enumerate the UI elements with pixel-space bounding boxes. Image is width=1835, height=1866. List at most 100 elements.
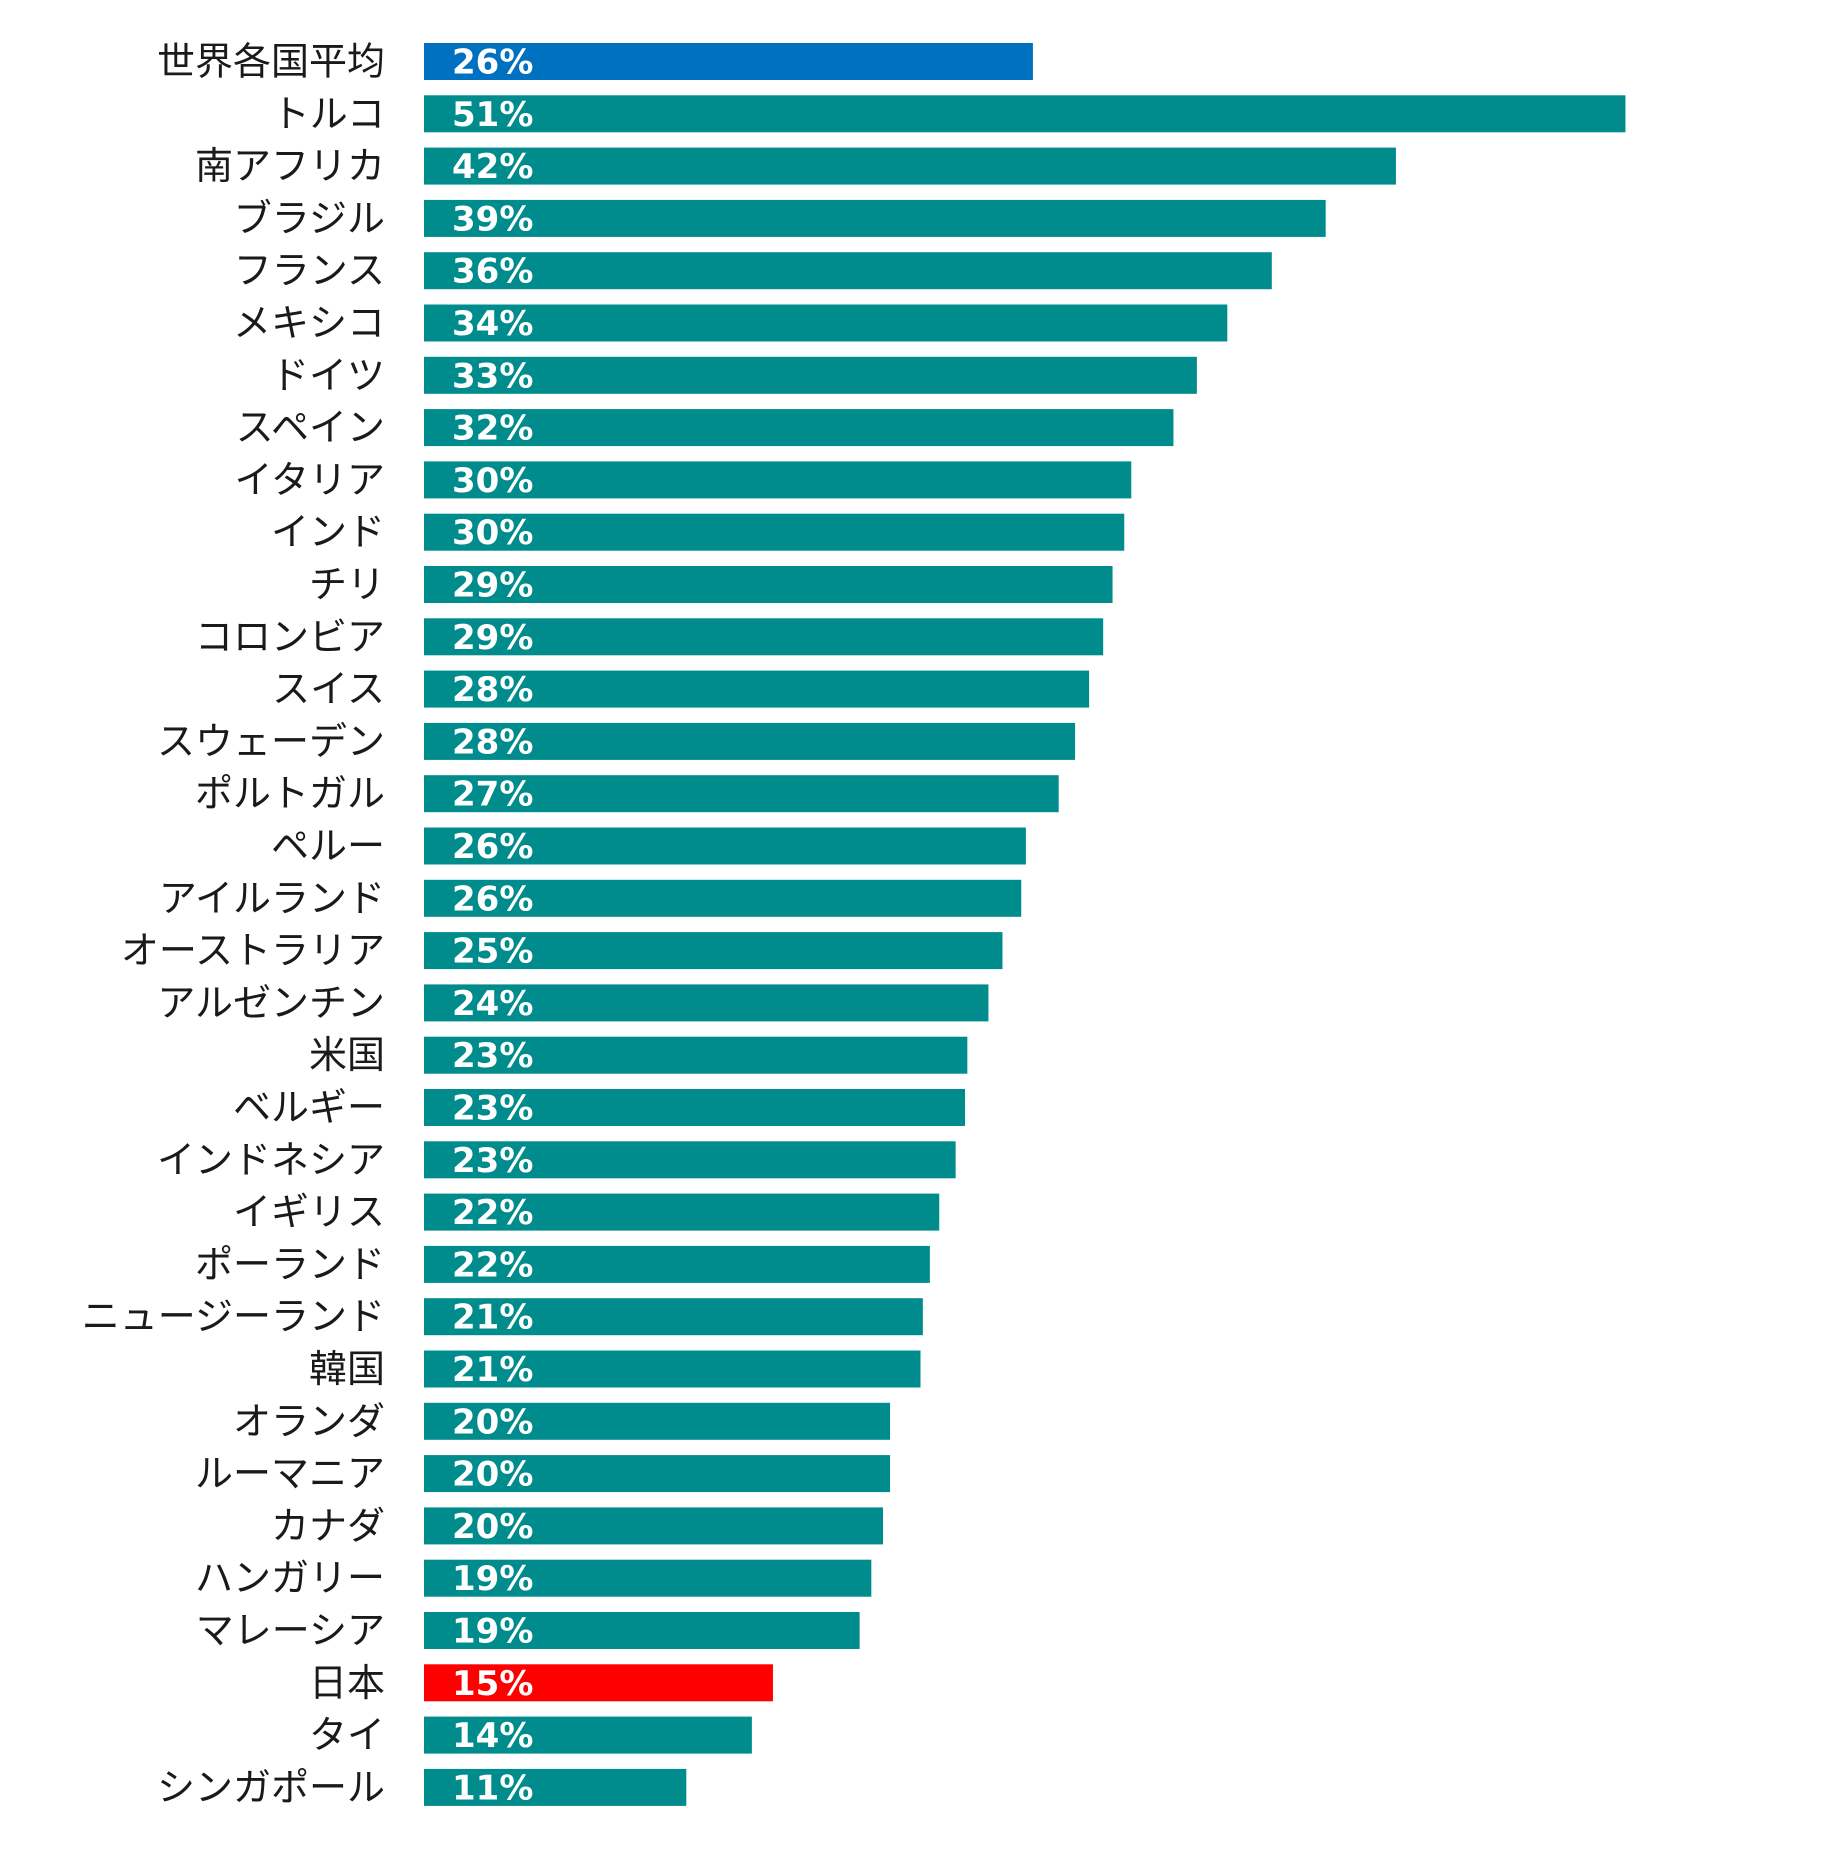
- category-label-20: ベルギー: [233, 1086, 385, 1130]
- value-label-21: 23%: [452, 1141, 533, 1181]
- bar-29: [424, 1559, 872, 1597]
- category-label-0: 世界各国平均: [157, 40, 385, 84]
- category-label-12: スイス: [272, 667, 385, 711]
- value-label-33: 11%: [452, 1768, 533, 1808]
- bar-9: [424, 513, 1125, 551]
- bar-7: [424, 409, 1174, 447]
- value-label-8: 30%: [452, 461, 533, 501]
- bar-1: [424, 95, 1626, 133]
- value-label-26: 20%: [452, 1402, 533, 1442]
- category-label-5: メキシコ: [233, 301, 385, 345]
- bar-0: [424, 43, 1033, 80]
- category-label-16: アイルランド: [159, 876, 385, 920]
- category-label-32: タイ: [309, 1713, 385, 1757]
- value-label-12: 28%: [452, 670, 533, 710]
- category-label-14: ポルトガル: [195, 772, 385, 816]
- category-label-31: 日本: [309, 1661, 385, 1705]
- category-label-6: ドイツ: [271, 353, 385, 397]
- bar-19: [424, 1036, 968, 1074]
- value-label-14: 27%: [452, 775, 533, 815]
- value-label-7: 32%: [452, 409, 533, 449]
- value-label-32: 14%: [452, 1716, 533, 1756]
- category-label-29: ハンガリー: [195, 1556, 385, 1600]
- bar-27: [424, 1455, 891, 1493]
- value-label-1: 51%: [452, 95, 533, 135]
- bar-26: [424, 1402, 891, 1440]
- value-label-31: 15%: [452, 1664, 533, 1704]
- category-label-15: ペルー: [271, 824, 385, 868]
- bar-23: [424, 1245, 930, 1283]
- category-label-24: ニュージーランド: [82, 1295, 385, 1339]
- bar-21: [424, 1141, 956, 1179]
- category-label-7: スペイン: [236, 406, 385, 450]
- value-label-2: 42%: [452, 147, 533, 187]
- category-label-18: アルゼンチン: [157, 981, 385, 1025]
- category-label-22: イギリス: [233, 1190, 385, 1234]
- bar-5: [424, 304, 1228, 342]
- category-label-11: コロンビア: [195, 615, 385, 659]
- value-label-10: 29%: [452, 566, 533, 606]
- value-label-11: 29%: [452, 618, 533, 658]
- category-label-4: フランス: [234, 249, 385, 293]
- category-label-8: イタリア: [235, 458, 385, 502]
- bars-group: [424, 43, 1626, 1806]
- bar-11: [424, 618, 1104, 656]
- value-label-28: 20%: [452, 1507, 533, 1547]
- bar-22: [424, 1193, 940, 1231]
- category-label-26: オランダ: [233, 1399, 385, 1443]
- category-label-13: スウェーデン: [157, 719, 385, 763]
- value-label-22: 22%: [452, 1193, 533, 1233]
- category-label-27: ルーマニア: [195, 1452, 385, 1496]
- bar-13: [424, 722, 1076, 760]
- value-label-30: 19%: [452, 1612, 533, 1652]
- value-label-23: 22%: [452, 1245, 533, 1285]
- category-label-21: インドネシア: [157, 1138, 385, 1182]
- bar-33: [424, 1768, 687, 1806]
- bar-14: [424, 775, 1059, 813]
- category-label-23: ポーランド: [195, 1242, 385, 1286]
- bar-24: [424, 1298, 923, 1336]
- bar-20: [424, 1089, 966, 1126]
- bar-30: [424, 1612, 860, 1649]
- category-label-30: マレーシア: [196, 1609, 385, 1653]
- value-label-19: 23%: [452, 1036, 533, 1076]
- category-label-2: 南アフリカ: [195, 144, 385, 188]
- value-labels-group: 26% 51% 42% 39% 36% 34% 33% 32% 30% 30% 29% 29% 28% 2…: [452, 43, 533, 1809]
- value-label-18: 24%: [452, 984, 533, 1024]
- bar-31: [424, 1664, 773, 1702]
- category-label-19: 米国: [309, 1033, 385, 1077]
- value-label-6: 33%: [452, 356, 533, 396]
- bar-28: [424, 1507, 884, 1545]
- value-label-20: 23%: [452, 1089, 533, 1129]
- category-label-25: 韓国: [309, 1347, 385, 1391]
- value-label-3: 39%: [452, 199, 533, 239]
- bar-15: [424, 827, 1026, 865]
- value-label-16: 26%: [452, 879, 533, 919]
- bar-32: [424, 1716, 752, 1754]
- category-label-28: カナダ: [271, 1504, 385, 1548]
- bar-18: [424, 984, 989, 1022]
- bar-8: [424, 461, 1132, 499]
- value-label-9: 30%: [452, 513, 533, 553]
- value-label-27: 20%: [452, 1455, 533, 1495]
- value-label-24: 21%: [452, 1298, 533, 1338]
- value-label-15: 26%: [452, 827, 533, 867]
- value-label-29: 19%: [452, 1559, 533, 1599]
- category-label-3: ブラジル: [234, 196, 385, 240]
- value-label-4: 36%: [452, 252, 533, 292]
- bar-10: [424, 566, 1113, 603]
- category-label-9: インド: [271, 510, 385, 554]
- bar-16: [424, 879, 1022, 917]
- category-label-33: シンガポール: [157, 1765, 385, 1809]
- value-label-5: 34%: [452, 304, 533, 344]
- bar-12: [424, 670, 1090, 708]
- value-label-25: 21%: [452, 1350, 533, 1390]
- category-label-17: オーストラリア: [121, 929, 385, 973]
- bar-6: [424, 356, 1197, 394]
- value-label-17: 25%: [452, 932, 533, 972]
- bar-3: [424, 199, 1326, 237]
- bar-17: [424, 932, 1003, 970]
- value-label-13: 28%: [452, 722, 533, 762]
- bar-2: [424, 147, 1396, 185]
